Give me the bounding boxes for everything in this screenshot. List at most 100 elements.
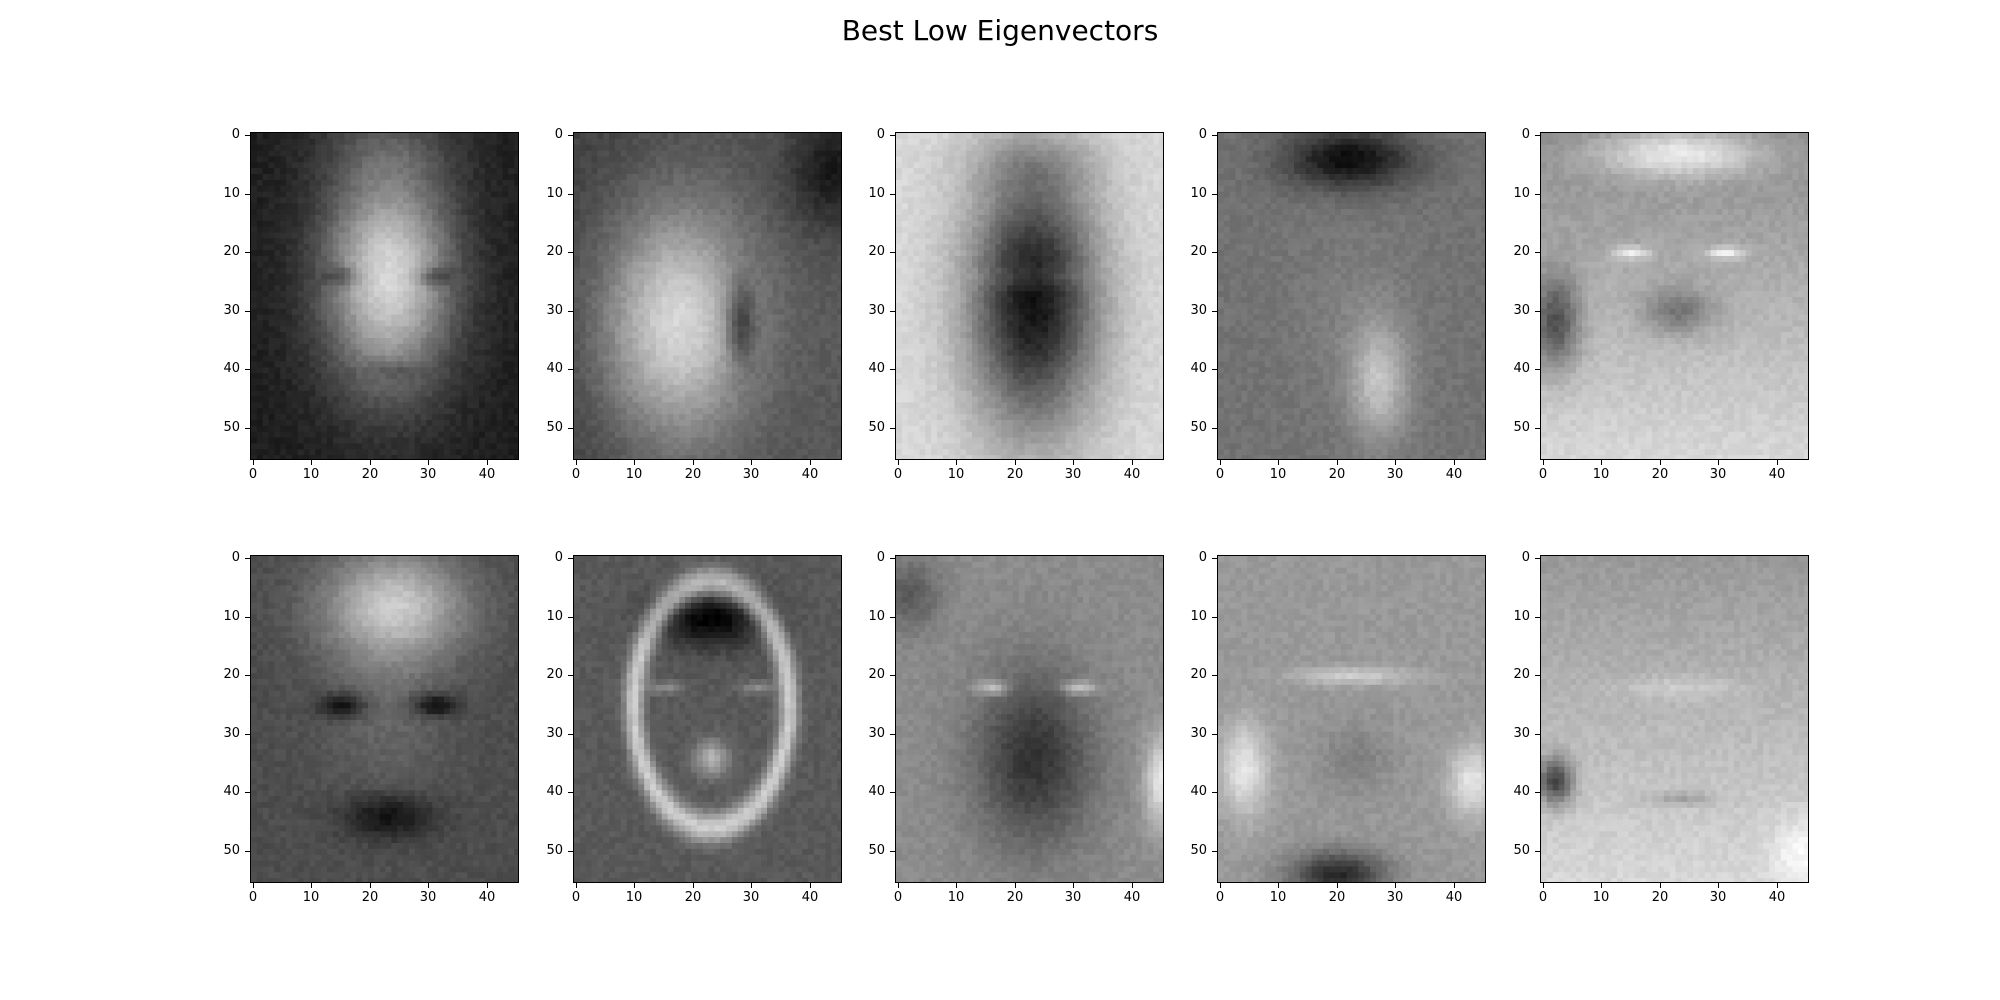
pixel [638, 162, 645, 169]
pixel [632, 250, 639, 257]
pixel [490, 367, 498, 374]
pixel [761, 408, 768, 415]
pixel [737, 302, 745, 310]
pixel [508, 273, 515, 281]
pixel [508, 250, 515, 257]
pixel [708, 408, 715, 415]
pixel [455, 449, 463, 456]
pixel [807, 355, 815, 363]
pixel [344, 185, 352, 193]
pixel [609, 203, 616, 210]
pixel [268, 308, 275, 316]
pixel [761, 162, 768, 169]
pixel [356, 443, 363, 450]
pixel [609, 232, 616, 240]
pixel [432, 191, 439, 199]
pixel [609, 179, 616, 187]
pixel [609, 425, 616, 433]
pixel [514, 232, 518, 240]
pixel [761, 156, 768, 163]
pixel [449, 197, 457, 204]
pixel [438, 256, 445, 263]
pixel [591, 343, 598, 351]
pixel [502, 138, 509, 146]
pixel [574, 297, 581, 304]
pixel [373, 455, 381, 459]
pixel [291, 431, 299, 439]
pixel [321, 191, 328, 199]
pixel [385, 150, 392, 158]
pixel [690, 332, 698, 339]
pixel [673, 250, 680, 257]
pixel [632, 191, 639, 199]
pixel [291, 256, 299, 263]
pixel [461, 185, 468, 193]
pixel [303, 156, 311, 163]
pixel [761, 414, 768, 421]
pixel [638, 232, 645, 240]
pixel [280, 256, 287, 263]
pixel [714, 349, 721, 357]
pixel [802, 302, 809, 310]
pixel [749, 215, 756, 222]
pixel [813, 291, 821, 298]
pixel [367, 402, 375, 409]
pixel [661, 349, 669, 357]
pixel [397, 220, 404, 228]
pixel [609, 215, 616, 222]
pixel [286, 244, 293, 251]
pixel [644, 332, 651, 339]
pixel [650, 232, 657, 240]
pixel [626, 238, 634, 245]
pixel [490, 297, 498, 304]
pixel [644, 431, 651, 439]
pixel [350, 361, 357, 368]
pixel [338, 174, 346, 181]
pixel [574, 390, 581, 398]
pixel [743, 220, 751, 228]
pixel [644, 250, 651, 257]
pixel [490, 191, 498, 199]
pixel [743, 232, 751, 240]
pixel [807, 361, 815, 368]
pixel [603, 174, 610, 181]
pixel [327, 338, 334, 345]
pixel [591, 384, 598, 392]
pixel [256, 150, 264, 158]
pixel [514, 367, 518, 374]
pixel [426, 179, 433, 187]
pixel [761, 133, 768, 140]
pixel [303, 396, 311, 404]
pixel [467, 273, 474, 281]
pixel [702, 302, 710, 310]
pixel [690, 338, 698, 345]
pixel [461, 261, 468, 269]
pixel [350, 203, 357, 210]
pixel [778, 215, 786, 222]
pixel [274, 168, 281, 175]
pixel [397, 215, 404, 222]
pixel [262, 138, 270, 146]
pixel [338, 414, 346, 421]
pixel [796, 250, 803, 257]
pixel [755, 349, 762, 357]
pixel [479, 162, 486, 169]
pixel [784, 373, 791, 380]
pixel [685, 361, 692, 368]
pixel [367, 267, 375, 275]
pixel [426, 343, 433, 351]
pixel [443, 449, 451, 456]
pixel [455, 256, 463, 263]
pixel [766, 144, 774, 152]
pixel [490, 326, 498, 333]
pixel [690, 431, 698, 439]
pixel [655, 431, 663, 439]
pixel [626, 191, 634, 199]
pixel [585, 308, 593, 316]
pixel [831, 238, 838, 245]
pixel [449, 144, 457, 152]
pixel [796, 332, 803, 339]
pixel [755, 185, 762, 193]
pixel [614, 291, 622, 298]
pixel [268, 185, 275, 193]
